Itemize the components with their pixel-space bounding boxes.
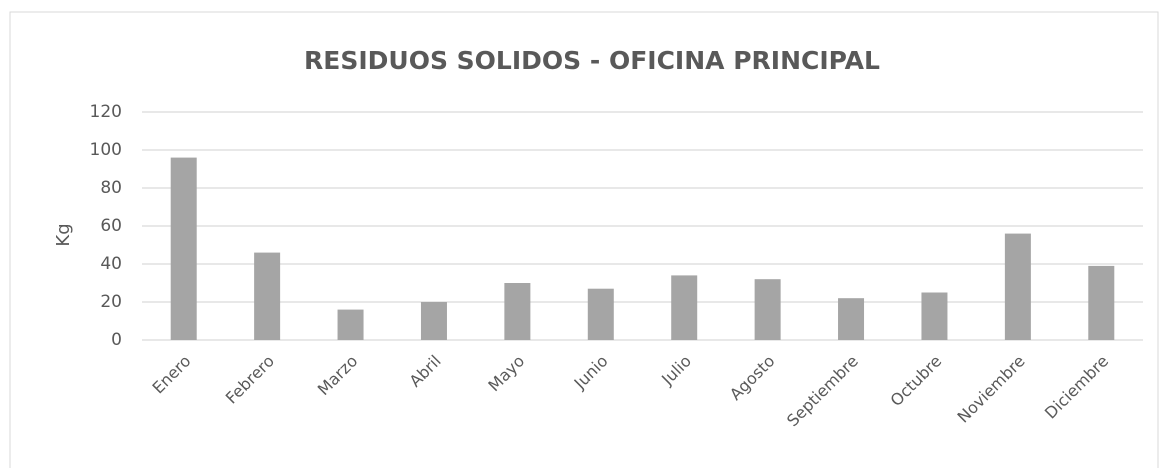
y-tick-label: 60	[100, 216, 122, 236]
bar	[921, 292, 948, 340]
chart-border	[9, 11, 1159, 468]
y-tick-label: 20	[100, 292, 122, 312]
bar	[838, 298, 865, 340]
bar	[1088, 265, 1115, 340]
bar	[504, 283, 531, 340]
bar	[420, 302, 447, 340]
bar	[170, 157, 197, 340]
bar	[254, 252, 281, 340]
bar	[337, 309, 364, 340]
chart-title: RESIDUOS SOLIDOS - OFICINA PRINCIPAL	[304, 46, 880, 75]
y-axis-label: Kg	[53, 223, 74, 246]
bar	[587, 288, 614, 340]
y-tick-label: 80	[100, 178, 122, 198]
bar	[754, 279, 781, 340]
y-tick-label: 0	[111, 330, 122, 350]
bar	[1004, 233, 1031, 340]
bar	[671, 275, 698, 340]
y-tick-label: 120	[90, 102, 122, 122]
y-tick-label: 40	[100, 254, 122, 274]
y-tick-label: 100	[90, 140, 122, 160]
